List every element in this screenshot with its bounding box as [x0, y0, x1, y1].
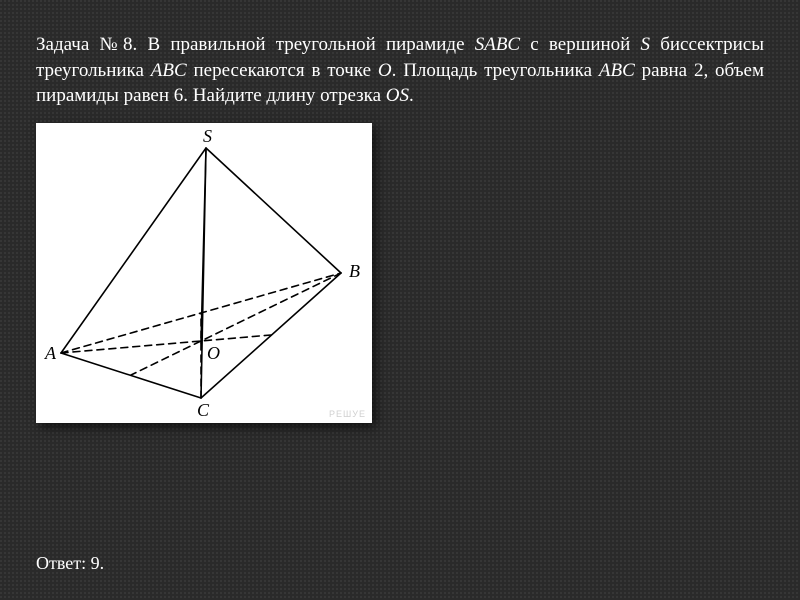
text-p2: с вершиной [520, 34, 640, 55]
segment-os: OS [386, 85, 409, 106]
svg-text:B: B [349, 261, 360, 281]
apex-s: S [641, 34, 651, 55]
text-p4: пересекаются в точке [187, 60, 378, 81]
answer-value: 9. [91, 553, 105, 573]
answer-line: Ответ: 9. [36, 553, 104, 574]
triangle-abc-2: ABC [599, 60, 635, 81]
svg-text:S: S [203, 126, 212, 146]
svg-text:A: A [44, 343, 57, 363]
point-o: O [378, 60, 392, 81]
problem-label: Задача №8. [36, 34, 137, 55]
triangle-abc-1: ABC [151, 60, 187, 81]
svg-text:O: O [207, 343, 220, 363]
problem-text: Задача №8. В правильной треугольной пира… [36, 32, 764, 109]
pyramid-diagram: S A B C O [36, 123, 372, 423]
answer-label: Ответ: [36, 553, 86, 573]
text-p1: В правильной треугольной пирамиде [147, 34, 474, 55]
text-p5: . Площадь треугольника [392, 60, 599, 81]
svg-text:C: C [197, 400, 210, 420]
text-p7: . [409, 85, 414, 106]
pyramid-name: SABC [475, 34, 520, 55]
figure-panel: S A B C O РЕШУЕ [36, 123, 372, 423]
watermark-text: РЕШУЕ [329, 409, 366, 419]
